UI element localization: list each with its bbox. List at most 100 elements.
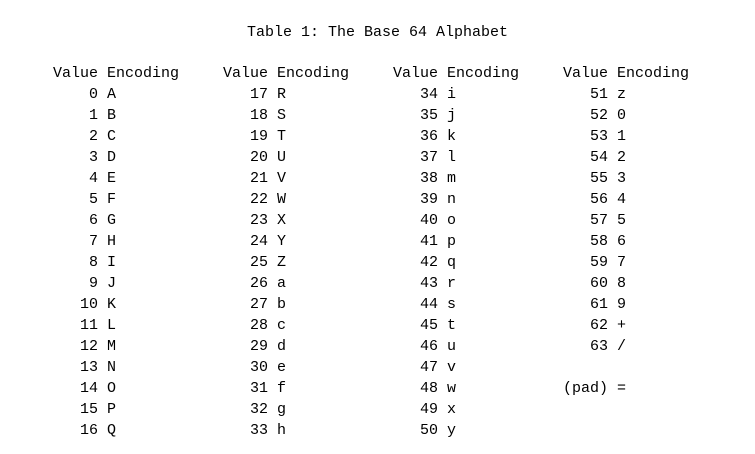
table-row: 18 S [214,105,384,126]
value-cell [554,357,608,378]
encoding-cell: 1 [617,128,627,145]
group-rows: 17 R 18 S 19 T 20 U 21 V 22 W 23 X 24 Y 25 Z 26 a 27 b 28 c 29 d 3… [214,84,384,441]
value-cell: 34 [419,86,438,103]
value-cell: 52 [589,107,608,124]
value-cell: 60 [589,275,608,292]
encoding-cell: G [107,212,117,229]
encoding-cell: 8 [617,275,627,292]
value-cell: 30 [249,359,268,376]
table-row: (pad) = [554,378,724,399]
encoding-cell: 5 [617,212,627,229]
value-cell: 46 [419,338,438,355]
value-cell: 11 [79,317,98,334]
table-row: 55 3 [554,168,724,189]
value-cell: 31 [249,380,268,397]
encoding-cell: m [447,170,457,187]
table-row: 50 y [384,420,554,441]
value-cell: 40 [419,212,438,229]
table-row: 11 L [44,315,214,336]
encoding-cell: 4 [617,191,627,208]
value-header: Value [562,65,608,82]
encoding-cell: H [107,233,117,250]
encoding-cell: w [447,380,457,397]
value-cell: 32 [249,401,268,418]
value-cell: 18 [249,107,268,124]
table-row: 15 P [44,399,214,420]
encoding-cell: e [277,359,287,376]
encoding-cell: y [447,422,457,439]
encoding-cell: r [447,275,457,292]
value-cell: 10 [79,296,98,313]
table-row: 28 c [214,315,384,336]
encoding-cell: v [447,359,457,376]
table-row: 57 5 [554,210,724,231]
table-row: 60 8 [554,273,724,294]
encoding-header: Encoding [107,65,180,82]
header-row: Value Encoding [384,63,554,84]
value-cell: 29 [249,338,268,355]
encoding-cell: F [107,191,117,208]
table-row: 30 e [214,357,384,378]
value-header: Value [52,65,98,82]
encoding-cell: 0 [617,107,627,124]
encoding-cell: + [617,317,627,334]
table-row: 51 z [554,84,724,105]
value-cell: 59 [589,254,608,271]
table-row: 37 l [384,147,554,168]
value-cell: 41 [419,233,438,250]
table-row: 17 R [214,84,384,105]
table-row: 27 b [214,294,384,315]
encoding-cell: X [277,212,287,229]
table-row: 20 U [214,147,384,168]
value-cell: 45 [419,317,438,334]
encoding-cell: D [107,149,117,166]
encoding-cell: b [277,296,287,313]
encoding-cell: T [277,128,287,145]
table-row: 42 q [384,252,554,273]
encoding-cell: Z [277,254,287,271]
value-cell: 26 [249,275,268,292]
table-row: 40 o [384,210,554,231]
table-row: 46 u [384,336,554,357]
table-row: 25 Z [214,252,384,273]
value-cell: 6 [88,212,98,229]
value-cell: 62 [589,317,608,334]
encoding-cell: P [107,401,117,418]
table-row: 21 V [214,168,384,189]
value-cell: 48 [419,380,438,397]
value-cell: 5 [88,191,98,208]
table-row [554,357,724,378]
encoding-cell: g [277,401,287,418]
table-row: 61 9 [554,294,724,315]
encoding-header: Encoding [447,65,520,82]
value-cell: 28 [249,317,268,334]
encoding-cell: B [107,107,117,124]
value-cell: 2 [88,128,98,145]
value-cell: 43 [419,275,438,292]
table-row: 23 X [214,210,384,231]
value-cell: 9 [88,275,98,292]
value-cell: 58 [589,233,608,250]
encoding-cell: V [277,170,287,187]
encoding-header: Encoding [617,65,690,82]
table-row: 63 / [554,336,724,357]
table-row: 26 a [214,273,384,294]
value-cell: 61 [589,296,608,313]
value-cell: 36 [419,128,438,145]
value-cell: 16 [79,422,98,439]
encoding-cell: 2 [617,149,627,166]
table-row: 32 g [214,399,384,420]
value-cell: 33 [249,422,268,439]
encoding-cell: k [447,128,457,145]
table-row: 31 f [214,378,384,399]
table-row: 14 O [44,378,214,399]
encoding-cell: S [277,107,287,124]
table-row: 16 Q [44,420,214,441]
encoding-cell: C [107,128,117,145]
